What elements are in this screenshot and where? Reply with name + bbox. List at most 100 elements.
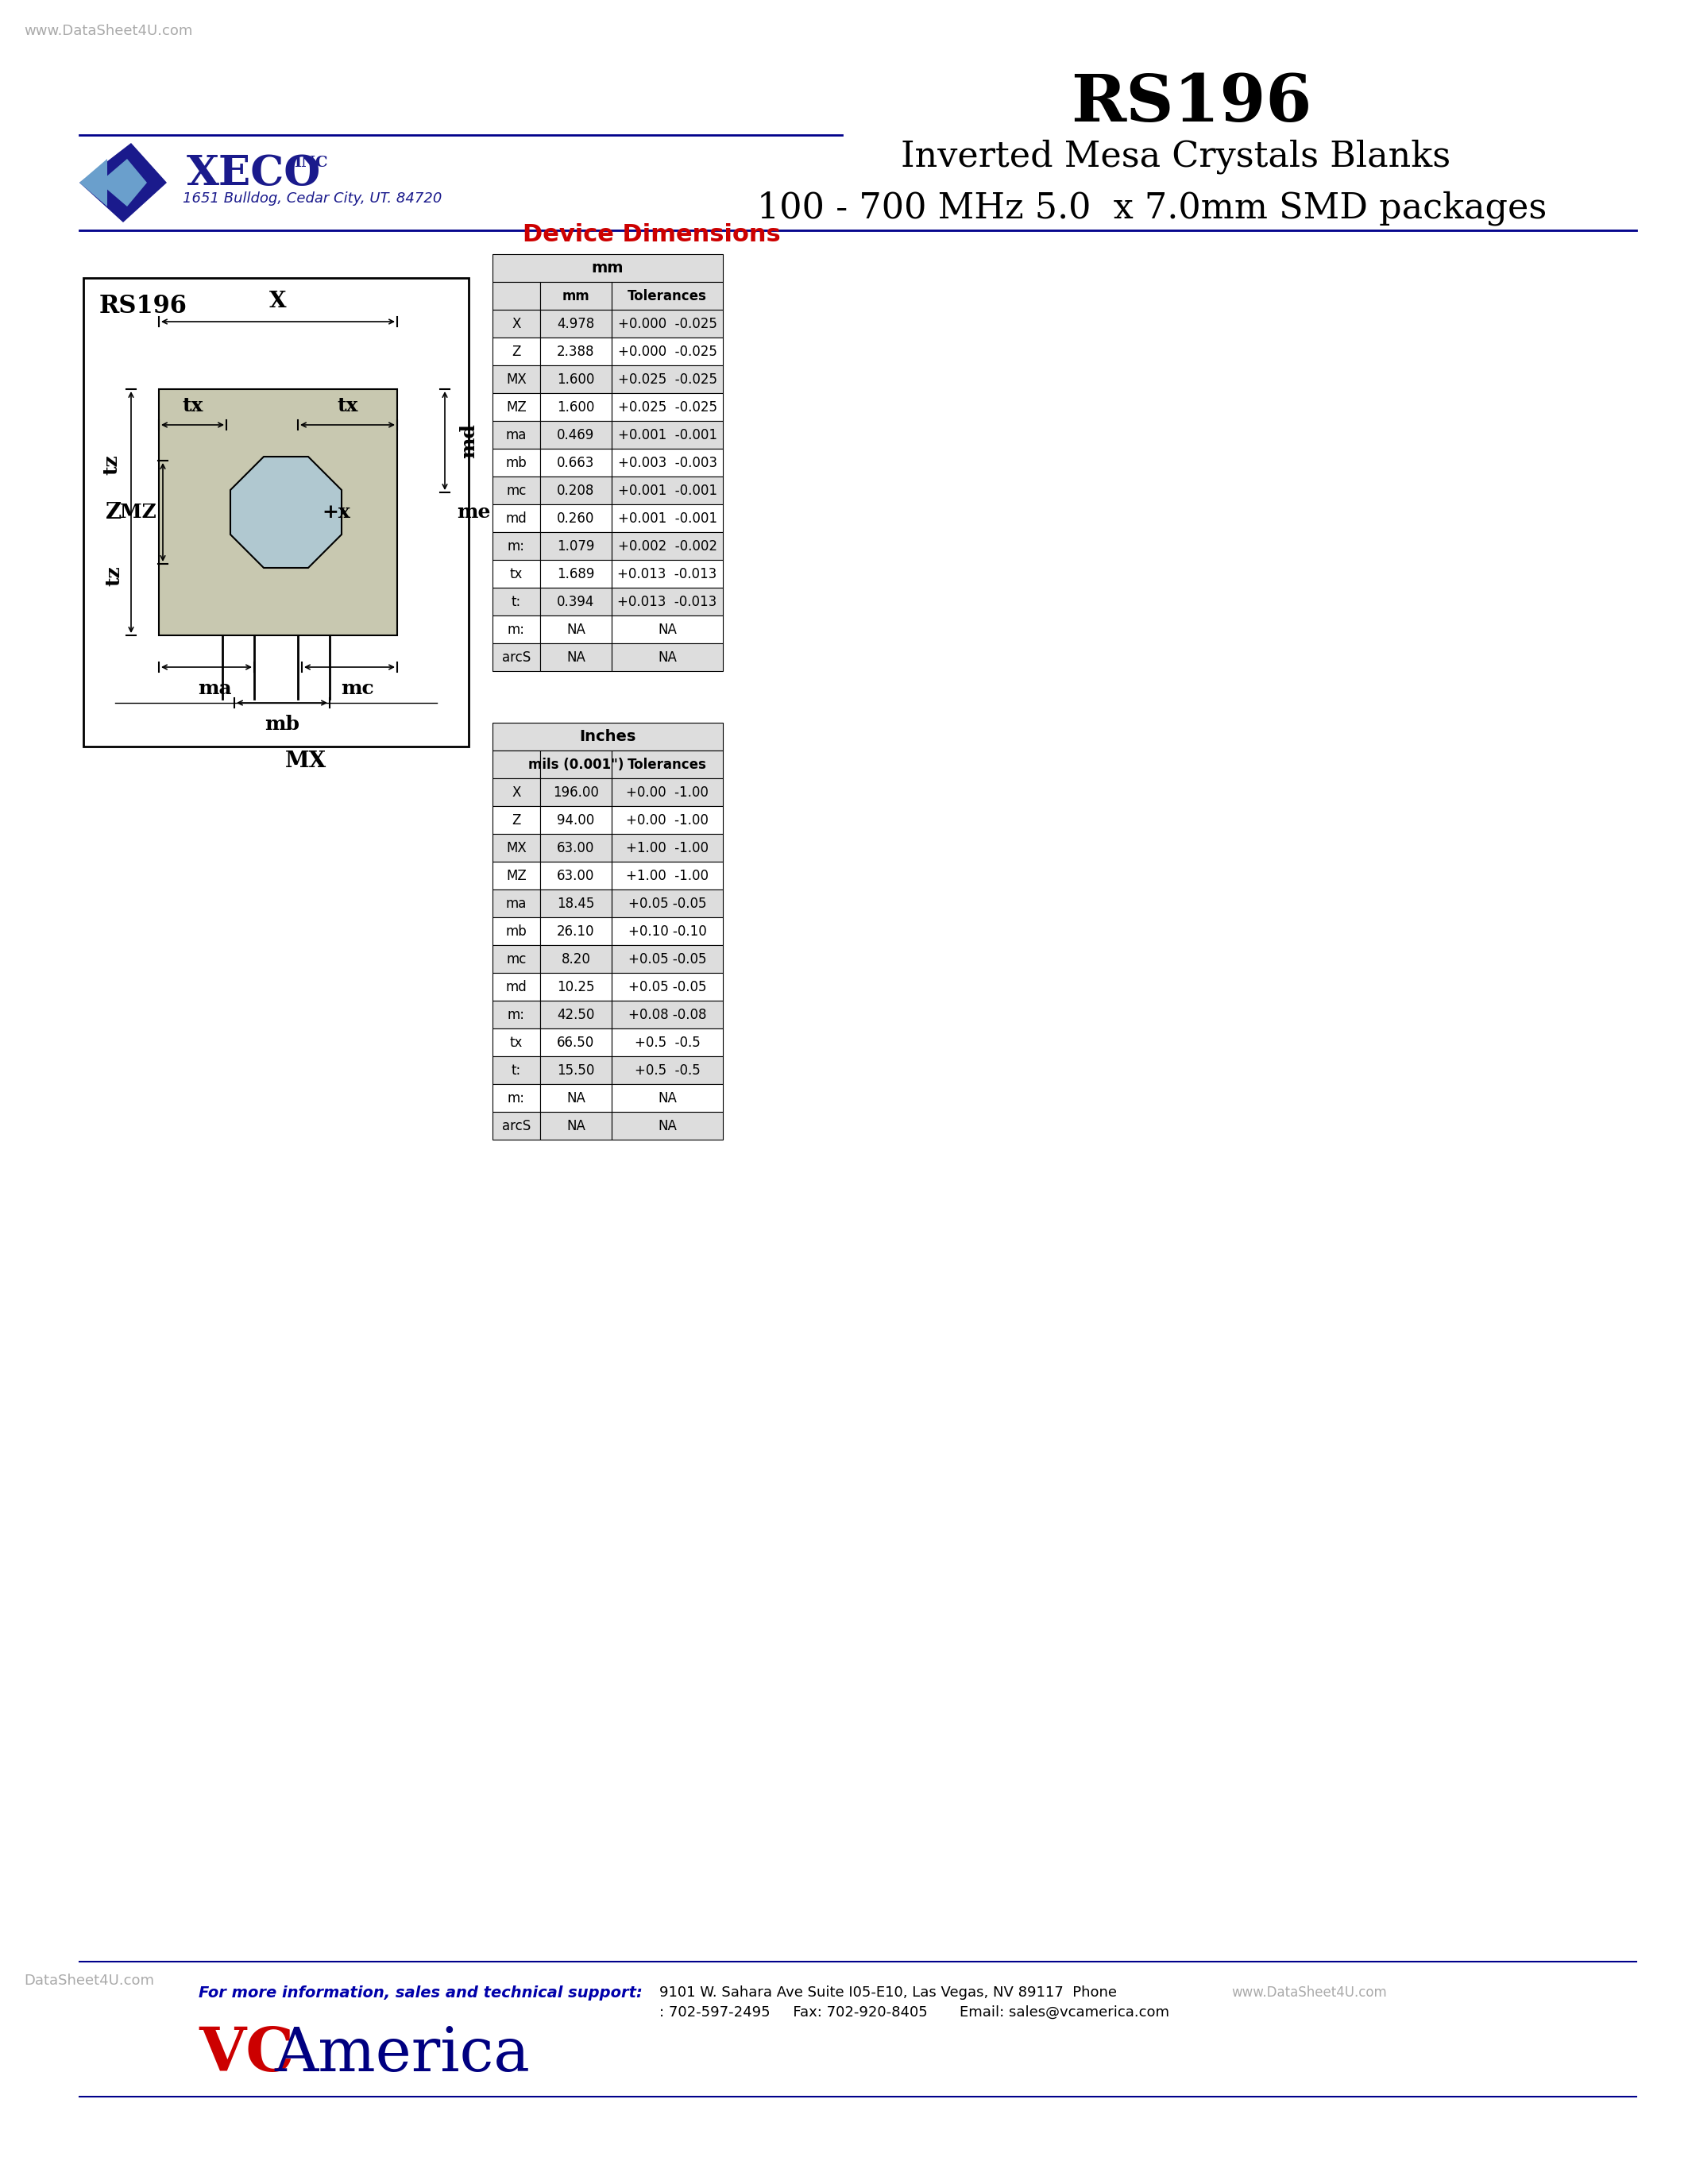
Text: +0.013  -0.013: +0.013 -0.013	[618, 594, 717, 609]
Text: Inches: Inches	[579, 729, 636, 745]
Text: 0.394: 0.394	[557, 594, 594, 609]
Text: VC: VC	[199, 2025, 294, 2084]
Text: md: md	[506, 511, 527, 526]
Text: mc: mc	[506, 952, 527, 965]
Text: me: me	[457, 502, 491, 522]
Text: ma: ma	[506, 895, 527, 911]
Bar	[493, 946, 540, 972]
Text: 2.388: 2.388	[557, 345, 594, 358]
Bar	[493, 917, 540, 946]
Bar	[540, 559, 611, 587]
Bar	[611, 778, 722, 806]
Text: NA: NA	[658, 1118, 677, 1133]
Bar	[493, 253, 722, 282]
Bar	[611, 310, 722, 339]
Bar	[611, 422, 722, 448]
Bar	[540, 946, 611, 972]
Bar	[540, 1057, 611, 1083]
Text: RS196: RS196	[100, 295, 187, 319]
Text: 63.00: 63.00	[557, 869, 594, 882]
Text: Tolerances: Tolerances	[628, 288, 707, 304]
Bar	[611, 946, 722, 972]
Polygon shape	[79, 159, 108, 207]
Text: mb: mb	[506, 456, 527, 470]
Bar	[493, 365, 540, 393]
Bar	[540, 339, 611, 365]
Text: 1.689: 1.689	[557, 566, 594, 581]
Bar	[540, 365, 611, 393]
Text: m:: m:	[508, 622, 525, 636]
Bar	[611, 863, 722, 889]
Bar	[493, 889, 540, 917]
Bar	[611, 616, 722, 644]
Text: 94.00: 94.00	[557, 812, 594, 828]
Bar	[540, 917, 611, 946]
Bar	[493, 1057, 540, 1083]
Bar	[611, 505, 722, 533]
Text: m:: m:	[508, 539, 525, 553]
Text: mc: mc	[341, 679, 375, 699]
Bar	[540, 422, 611, 448]
Text: NA: NA	[567, 622, 586, 636]
Bar	[540, 644, 611, 670]
Text: +1.00  -1.00: +1.00 -1.00	[626, 869, 709, 882]
Text: 0.208: 0.208	[557, 483, 594, 498]
Text: mc: mc	[506, 483, 527, 498]
Bar	[540, 1000, 611, 1029]
Text: INC: INC	[294, 155, 327, 170]
Bar	[611, 587, 722, 616]
Text: t:: t:	[511, 594, 522, 609]
Text: NA: NA	[567, 651, 586, 664]
Text: NA: NA	[567, 1118, 586, 1133]
Bar	[611, 1083, 722, 1112]
Text: 1.079: 1.079	[557, 539, 594, 553]
Text: +0.5  -0.5: +0.5 -0.5	[635, 1064, 701, 1077]
Text: 100 - 700 MHz 5.0  x 7.0mm SMD packages: 100 - 700 MHz 5.0 x 7.0mm SMD packages	[756, 190, 1546, 225]
Text: 1.600: 1.600	[557, 371, 594, 387]
Bar	[540, 1083, 611, 1112]
Bar	[493, 476, 540, 505]
Text: +0.002  -0.002: +0.002 -0.002	[618, 539, 717, 553]
Text: arcS: arcS	[501, 1118, 530, 1133]
Text: 63.00: 63.00	[557, 841, 594, 854]
Text: X: X	[511, 784, 522, 799]
Bar	[611, 644, 722, 670]
Text: +0.05 -0.05: +0.05 -0.05	[628, 952, 706, 965]
Text: tx: tx	[510, 1035, 523, 1051]
Bar	[540, 863, 611, 889]
Bar	[493, 863, 540, 889]
Bar	[611, 559, 722, 587]
Bar	[493, 1083, 540, 1112]
Text: ma: ma	[506, 428, 527, 441]
Text: 66.50: 66.50	[557, 1035, 594, 1051]
Bar	[611, 393, 722, 422]
Bar	[540, 616, 611, 644]
Bar	[493, 778, 540, 806]
Text: 196.00: 196.00	[554, 784, 599, 799]
Bar	[493, 972, 540, 1000]
Bar	[493, 587, 540, 616]
Bar	[493, 559, 540, 587]
Bar	[540, 1029, 611, 1057]
Text: +x: +x	[322, 502, 349, 522]
Bar	[493, 393, 540, 422]
Bar	[540, 448, 611, 476]
Text: Tolerances: Tolerances	[628, 758, 707, 771]
Bar	[611, 476, 722, 505]
Text: 9101 W. Sahara Ave Suite I05-E10, Las Vegas, NV 89117  Phone: 9101 W. Sahara Ave Suite I05-E10, Las Ve…	[660, 1985, 1117, 2001]
Bar	[611, 889, 722, 917]
Bar	[540, 778, 611, 806]
Text: tz: tz	[105, 566, 123, 585]
Bar	[611, 1112, 722, 1140]
Text: mm: mm	[591, 260, 625, 275]
Bar	[611, 751, 722, 778]
Polygon shape	[100, 159, 147, 207]
Bar	[611, 1057, 722, 1083]
Bar	[493, 310, 540, 339]
Text: tx: tx	[182, 395, 203, 415]
Text: NA: NA	[567, 1090, 586, 1105]
Bar	[611, 834, 722, 863]
Text: NA: NA	[658, 651, 677, 664]
Text: MX: MX	[506, 841, 527, 854]
Text: ma: ma	[197, 679, 231, 699]
